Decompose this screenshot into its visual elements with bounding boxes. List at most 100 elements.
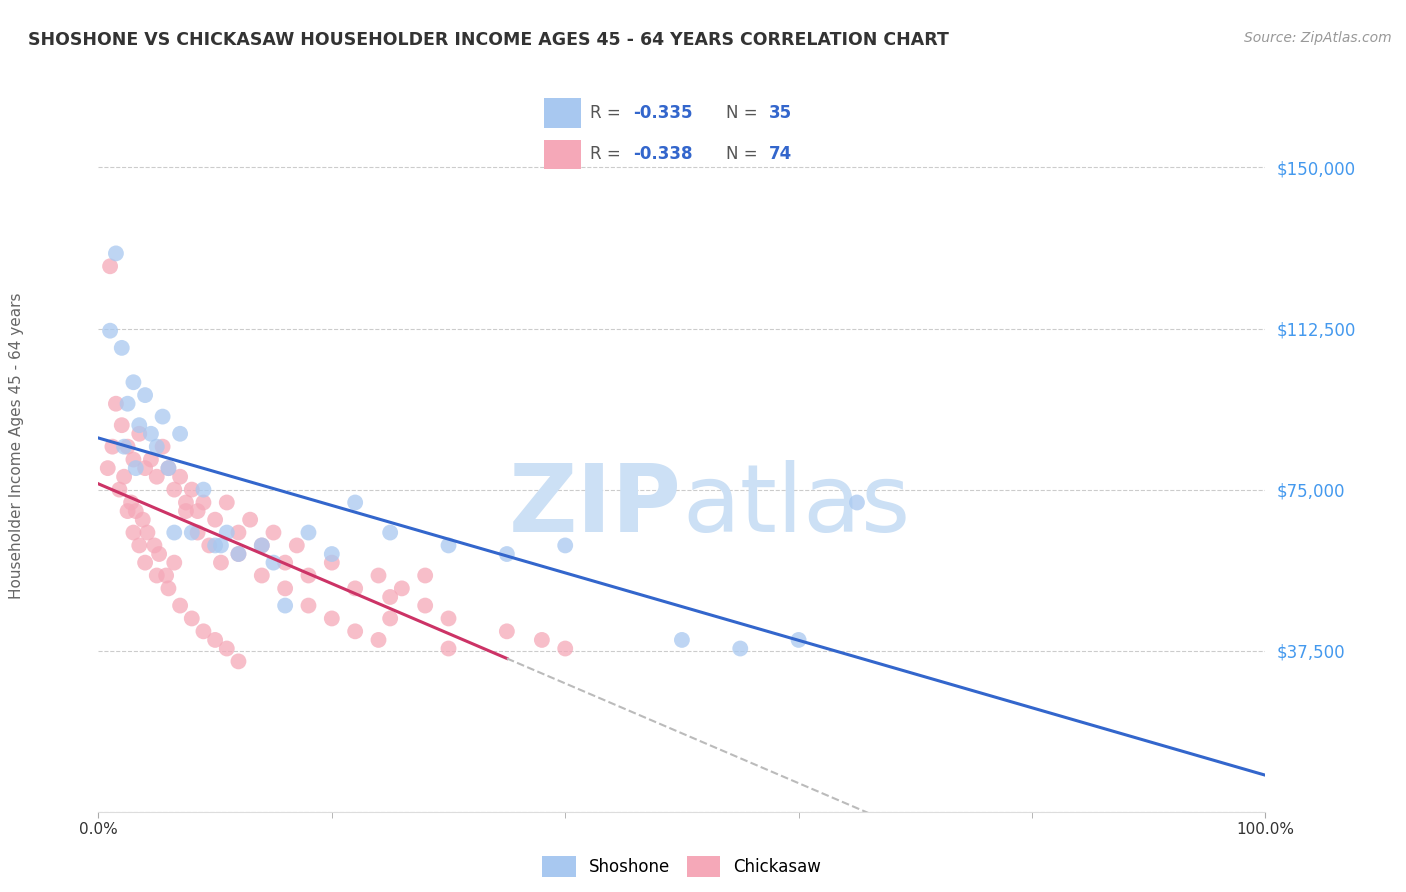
Point: [98, 324, 121, 338]
Point: [112, 440, 135, 454]
Point: [193, 495, 215, 509]
Point: [437, 538, 460, 552]
Point: [125, 461, 148, 475]
Point: [169, 426, 191, 441]
Point: [187, 504, 209, 518]
Point: [437, 611, 460, 625]
Point: [139, 426, 162, 441]
Text: Source: ZipAtlas.com: Source: ZipAtlas.com: [1244, 31, 1392, 45]
Point: [117, 440, 139, 454]
Point: [139, 452, 162, 467]
Point: [730, 641, 752, 656]
Point: [122, 525, 145, 540]
Point: [228, 547, 250, 561]
Point: [274, 582, 297, 596]
Point: [378, 590, 402, 604]
Point: [413, 568, 436, 582]
Point: [157, 582, 180, 596]
Text: N =: N =: [725, 145, 763, 163]
Point: [344, 495, 367, 509]
Point: [845, 495, 868, 509]
Point: [250, 538, 273, 552]
Point: [297, 599, 319, 613]
Point: [155, 568, 177, 582]
Point: [285, 538, 308, 552]
Point: [101, 440, 124, 454]
Point: [143, 538, 166, 552]
Point: [274, 599, 297, 613]
Point: [146, 568, 169, 582]
Legend: Shoshone, Chickasaw: Shoshone, Chickasaw: [536, 850, 828, 883]
Point: [413, 599, 436, 613]
Point: [180, 611, 202, 625]
Point: [174, 495, 197, 509]
Text: R =: R =: [591, 104, 626, 122]
Point: [344, 624, 367, 639]
Point: [157, 461, 180, 475]
Point: [437, 641, 460, 656]
Point: [120, 495, 142, 509]
Point: [163, 525, 186, 540]
Point: [228, 547, 250, 561]
Point: [174, 504, 197, 518]
Point: [215, 525, 238, 540]
Point: [180, 525, 202, 540]
Point: [132, 513, 155, 527]
Point: [250, 568, 273, 582]
Point: [111, 418, 134, 433]
Point: [193, 624, 215, 639]
Text: 74: 74: [769, 145, 793, 163]
Text: -0.338: -0.338: [633, 145, 693, 163]
Point: [378, 611, 402, 625]
Point: [495, 624, 517, 639]
Point: [146, 469, 169, 483]
Point: [495, 547, 517, 561]
Text: 35: 35: [769, 104, 793, 122]
Point: [169, 469, 191, 483]
Point: [112, 469, 135, 483]
Point: [163, 556, 186, 570]
Point: [228, 654, 250, 668]
Point: [117, 504, 139, 518]
Point: [215, 495, 238, 509]
Text: -0.335: -0.335: [633, 104, 693, 122]
Point: [262, 525, 284, 540]
Point: [239, 513, 262, 527]
Point: [215, 641, 238, 656]
Point: [204, 632, 226, 647]
Point: [378, 525, 402, 540]
Text: R =: R =: [591, 145, 626, 163]
Point: [169, 599, 191, 613]
Point: [671, 632, 693, 647]
Point: [134, 388, 156, 402]
Bar: [544, 140, 581, 169]
Point: [128, 418, 150, 433]
Point: [391, 582, 413, 596]
Point: [228, 525, 250, 540]
Point: [111, 341, 134, 355]
Point: [134, 461, 156, 475]
Point: [136, 525, 159, 540]
Point: [204, 513, 226, 527]
Point: [108, 483, 131, 497]
Point: [274, 556, 297, 570]
Point: [98, 260, 121, 274]
Point: [297, 525, 319, 540]
Point: [321, 611, 343, 625]
Point: [146, 440, 169, 454]
Text: N =: N =: [725, 104, 763, 122]
Point: [250, 538, 273, 552]
Point: [321, 556, 343, 570]
Point: [128, 538, 150, 552]
Point: [530, 632, 553, 647]
Point: [198, 538, 221, 552]
Point: [367, 568, 389, 582]
Point: [180, 483, 202, 497]
Point: [104, 397, 127, 411]
Point: [262, 556, 284, 570]
Point: [193, 483, 215, 497]
Point: [152, 409, 174, 424]
Point: [148, 547, 170, 561]
Point: [163, 483, 186, 497]
Bar: [544, 98, 581, 128]
